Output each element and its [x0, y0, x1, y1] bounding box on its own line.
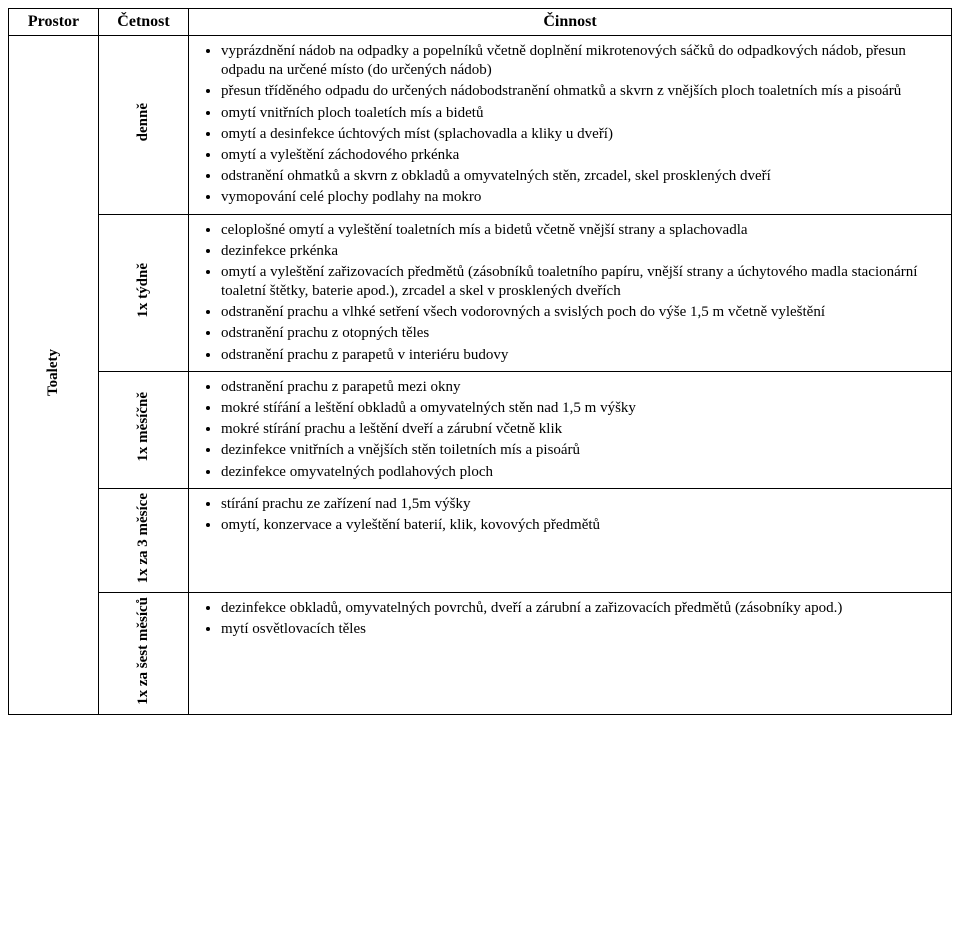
table-row: 1x měsíčně odstranění prachu z parapetů m… [9, 371, 952, 488]
activity-item: omytí a vyleštění zařizovacích předmětů … [221, 263, 945, 301]
cleaning-schedule-table: Prostor Četnost Činnost Toaletydenněvypr… [8, 8, 952, 715]
activity-item: dezinfekce vnitřních a vnějších stěn toi… [221, 441, 945, 460]
activity-item: omytí a vyleštění záchodového prkénka [221, 146, 945, 165]
activity-list: dezinfekce obkladů, omyvatelných povrchů… [195, 599, 945, 639]
activity-list: stírání prachu ze zařízení nad 1,5m výšk… [195, 495, 945, 535]
activity-cell: celoplošné omytí a vyleštění toaletních … [189, 214, 952, 371]
activity-item: odstranění ohmatků a skvrn z obkladů a o… [221, 167, 945, 186]
frequency-cell: 1x za 3 měsíce [99, 488, 189, 592]
activity-cell: vyprázdnění nádob na odpadky a popelníků… [189, 36, 952, 215]
frequency-label: 1x za 3 měsíce [135, 493, 152, 583]
activity-item: odstranění prachu z parapetů mezi okny [221, 378, 945, 397]
table-row: 1x za šest měsíců dezinfekce obkladů, omy… [9, 593, 952, 715]
activity-item: odstranění prachu z otopných těles [221, 324, 945, 343]
activity-item: stírání prachu ze zařízení nad 1,5m výšk… [221, 495, 945, 514]
frequency-label: 1x měsíčně [135, 392, 152, 462]
frequency-label: denně [135, 103, 152, 141]
activity-item: odstranění prachu z parapetů v interiéru… [221, 346, 945, 365]
activity-item: dezinfekce obkladů, omyvatelných povrchů… [221, 599, 945, 618]
room-cell: Toalety [9, 36, 99, 715]
activity-item: dezinfekce omyvatelných podlahových ploc… [221, 463, 945, 482]
header-cinnost: Činnost [189, 9, 952, 36]
frequency-cell: denně [99, 36, 189, 215]
activity-item: celoplošné omytí a vyleštění toaletních … [221, 221, 945, 240]
activity-item: mokré stírání prachu a leštění dveří a z… [221, 420, 945, 439]
activity-item: mytí osvětlovacích těles [221, 620, 945, 639]
activity-item: odstranění prachu a vlhké setření všech … [221, 303, 945, 322]
header-row: Prostor Četnost Činnost [9, 9, 952, 36]
table-row: 1x za 3 měsíce stírání prachu ze zařízení… [9, 488, 952, 592]
header-prostor: Prostor [9, 9, 99, 36]
activity-item: mokré stíŕání a leštění obkladů a omyvat… [221, 399, 945, 418]
activity-item: omytí, konzervace a vyleštění baterií, k… [221, 516, 945, 535]
frequency-cell: 1x týdně [99, 214, 189, 371]
activity-item: vyprázdnění nádob na odpadky a popelníků… [221, 42, 945, 80]
header-cetnost: Četnost [99, 9, 189, 36]
activity-list: celoplošné omytí a vyleštění toaletních … [195, 221, 945, 365]
activity-item: přesun tříděného odpadu do určených nádo… [221, 82, 945, 101]
frequency-label: 1x týdně [135, 263, 152, 318]
activity-item: omytí a desinfekce úchtových míst (splac… [221, 125, 945, 144]
frequency-label: 1x za šest měsíců [135, 597, 152, 705]
activity-cell: odstranění prachu z parapetů mezi okny mo… [189, 371, 952, 488]
table-row: 1x týdně celoplošné omytí a vyleštění toa… [9, 214, 952, 371]
activity-item: vymopování celé plochy podlahy na mokro [221, 188, 945, 207]
activity-item: dezinfekce prkénka [221, 242, 945, 261]
activity-item: omytí vnitřních ploch toaletích mís a bi… [221, 104, 945, 123]
activity-cell: dezinfekce obkladů, omyvatelných povrchů… [189, 593, 952, 715]
frequency-cell: 1x měsíčně [99, 371, 189, 488]
frequency-cell: 1x za šest měsíců [99, 593, 189, 715]
activity-list: vyprázdnění nádob na odpadky a popelníků… [195, 42, 945, 208]
room-label: Toalety [45, 349, 62, 396]
table-row: Toaletydenněvyprázdnění nádob na odpadky… [9, 36, 952, 215]
activity-cell: stírání prachu ze zařízení nad 1,5m výšk… [189, 488, 952, 592]
activity-list: odstranění prachu z parapetů mezi okny mo… [195, 378, 945, 482]
